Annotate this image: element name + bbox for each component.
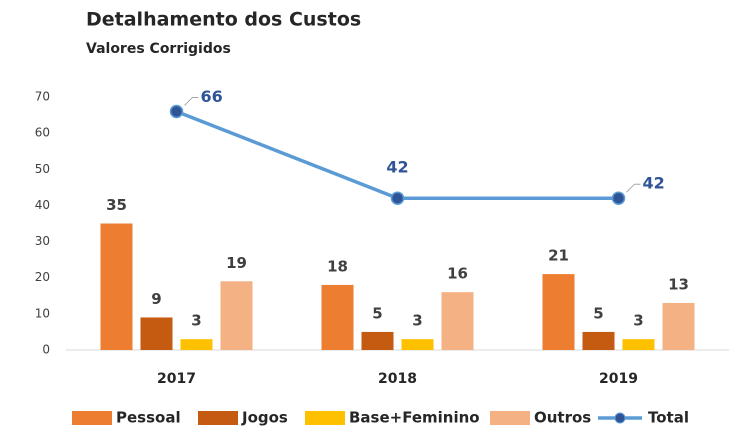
legend-swatch	[198, 411, 238, 425]
bar	[622, 339, 655, 350]
data-label: 3	[412, 312, 422, 330]
bar	[321, 284, 354, 350]
data-label: 18	[327, 257, 348, 275]
bar	[361, 331, 394, 350]
data-label: 5	[372, 304, 382, 322]
data-label: 42	[643, 174, 665, 193]
legend-label: Outros	[534, 409, 591, 427]
y-tick-label: 70	[35, 90, 50, 104]
bar	[180, 339, 213, 350]
data-label: 3	[191, 312, 201, 330]
y-tick-label: 50	[35, 162, 50, 176]
leader-line	[184, 96, 199, 106]
legend-label: Pessoal	[116, 409, 181, 427]
legend-label: Base+Feminino	[349, 409, 480, 427]
legend-label: Total	[648, 409, 689, 427]
bar	[140, 317, 173, 350]
data-label: 3	[633, 312, 643, 330]
data-label: 5	[593, 304, 603, 322]
x-tick-label: 2018	[378, 371, 417, 387]
chart-title: Detalhamento dos Custos	[86, 9, 361, 31]
bar	[100, 223, 133, 350]
chart-subtitle: Valores Corrigidos	[86, 41, 231, 57]
x-tick-label: 2017	[157, 371, 196, 387]
data-label: 9	[151, 290, 161, 308]
line-marker	[611, 191, 626, 205]
legend-swatch	[614, 412, 626, 424]
y-tick-label: 30	[35, 234, 50, 248]
data-label: 42	[386, 158, 408, 177]
leader-line	[626, 183, 641, 193]
data-label: 16	[447, 265, 468, 283]
y-tick-label: 60	[35, 126, 50, 140]
line-marker	[390, 191, 405, 205]
bar	[662, 303, 695, 350]
data-label: 35	[106, 196, 127, 214]
y-tick-label: 20	[35, 270, 50, 284]
line	[175, 109, 619, 200]
bar	[441, 292, 474, 350]
data-label: 21	[548, 247, 569, 265]
bar	[220, 281, 253, 350]
legend-swatch	[305, 411, 345, 425]
y-tick-label: 40	[35, 198, 50, 212]
data-label: 19	[226, 254, 247, 272]
line-marker	[169, 104, 184, 119]
legend-swatch	[490, 411, 530, 425]
y-tick-label: 10	[35, 306, 50, 320]
legend-swatch	[72, 411, 112, 425]
bar	[582, 331, 615, 350]
y-tick-label: 0	[42, 343, 50, 357]
bar	[542, 274, 575, 350]
data-label: 13	[668, 276, 689, 294]
bar	[401, 339, 434, 350]
data-label: 66	[201, 87, 223, 106]
legend-label: Jogos	[241, 409, 288, 427]
x-tick-label: 2019	[599, 371, 638, 387]
